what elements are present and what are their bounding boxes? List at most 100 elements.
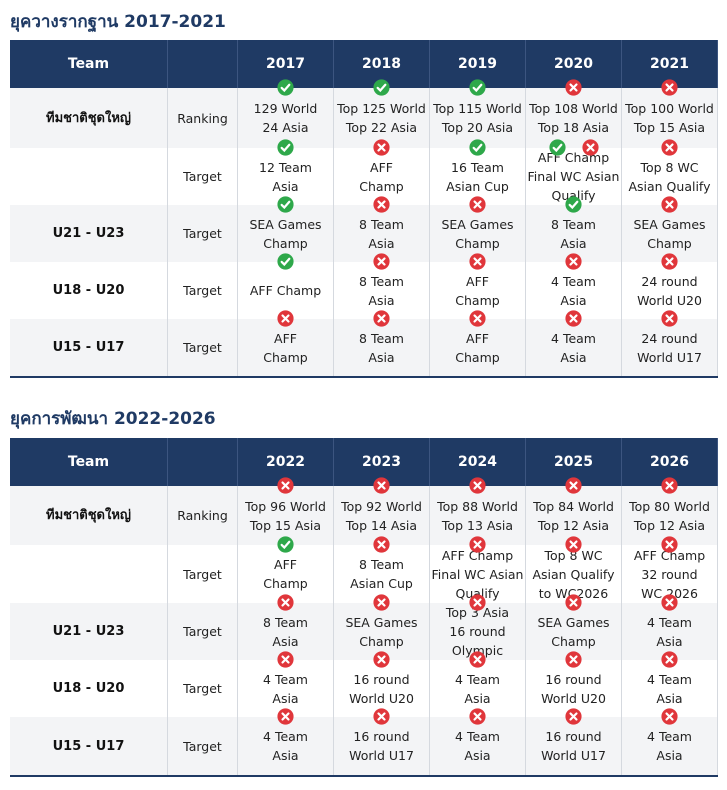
cell-line: Top 3 Asia: [445, 605, 510, 620]
cell-line: Asia: [464, 690, 491, 706]
cell-line: SEA Games: [345, 614, 418, 630]
cell-line: Asia: [368, 349, 395, 365]
status-icons: [334, 196, 429, 213]
cell-line: World U17: [637, 349, 702, 365]
data-cell: Top 3 Asia 16 round Olympic: [430, 594, 526, 660]
cell-line: 24 Asia: [262, 120, 309, 135]
status-icons: [334, 139, 429, 156]
data-cell: 4 Team Asia: [238, 651, 334, 717]
status-icons: [238, 708, 333, 725]
data-cell: Top 125 World Top 22 Asia: [334, 79, 430, 148]
cell-line: Top 88 World: [437, 498, 518, 514]
type-cell: Target: [168, 660, 238, 717]
type-cell: Target: [168, 545, 238, 603]
header-year: 2019: [430, 40, 526, 88]
team-cell: U18 - U20: [10, 660, 168, 717]
cell-line: World U20: [541, 690, 606, 706]
type-cell: Target: [168, 148, 238, 205]
type-cell: Target: [168, 603, 238, 660]
data-cell: SEA Games Champ: [334, 594, 430, 660]
cell-line: Top 84 World: [533, 498, 614, 514]
cell-line: 32 round: [641, 566, 698, 582]
cell-line: SEA Games: [441, 216, 514, 232]
cell-line: to WC2026: [538, 585, 609, 601]
cell-line: Top 15 Asia: [249, 517, 322, 533]
status-icons: [430, 536, 525, 553]
cell-line: 129 World: [253, 101, 318, 116]
cell-line: Asia: [656, 633, 683, 649]
data-cell: Top 92 World Top 14 Asia: [334, 477, 430, 545]
status-icons: [238, 79, 333, 96]
header-cell: Team: [10, 40, 168, 88]
team-cell: [10, 545, 168, 603]
cell-line: SEA Games: [633, 216, 706, 232]
data-cell: AFF Champ: [430, 253, 526, 319]
cell-line: Champ: [359, 633, 404, 649]
data-cell: 4 Team Asia: [526, 310, 622, 376]
data-cell: AFF Champ: [238, 536, 334, 603]
cell-line: Champ: [263, 576, 308, 591]
cell-line: Qualify: [455, 585, 500, 601]
team-cell: U15 - U17: [10, 717, 168, 775]
cell-line: Olympic: [451, 643, 504, 658]
cell-line: Asia: [368, 292, 395, 308]
cell-line: 8 Team: [359, 330, 404, 346]
type-cell: Ranking: [168, 486, 238, 545]
status-icons: [526, 708, 621, 725]
status-icons: [526, 310, 621, 327]
data-cell: Top 8 WC Asian Qualify: [622, 139, 718, 205]
cell-line: Top 12 Asia: [633, 517, 706, 533]
cell-line: AFF: [466, 330, 489, 346]
status-icons: [622, 536, 717, 553]
status-icons: [238, 477, 333, 494]
cell-line: 4 Team: [647, 671, 692, 687]
data-cell: AFF Champ 32 round WC 2026: [622, 536, 718, 603]
status-icons: [430, 594, 525, 611]
cell-line: World U20: [349, 690, 414, 706]
data-cell: Top 115 World Top 20 Asia: [430, 79, 526, 148]
cell-line: 4 Team: [647, 614, 692, 630]
cell-line: SEA Games: [249, 216, 322, 232]
cell-line: 8 Team: [359, 216, 404, 232]
status-icons: [622, 79, 717, 96]
data-cell: SEA Games Champ: [622, 196, 718, 262]
status-icons: [622, 139, 717, 156]
data-cell: Top 100 World Top 15 Asia: [622, 79, 718, 148]
status-icons: [238, 536, 333, 553]
status-icons: [622, 477, 717, 494]
data-cell: 4 Team Asia: [430, 651, 526, 717]
data-cell: 8 Team Asian Cup: [334, 536, 430, 603]
cell-line: 24 round: [641, 330, 698, 346]
data-cell: Top 96 World Top 15 Asia: [238, 477, 334, 545]
status-icons: [334, 477, 429, 494]
cell-line: AFF Champ: [633, 547, 706, 563]
data-cell: SEA Games Champ: [526, 594, 622, 660]
status-icons: [526, 79, 621, 96]
type-cell: Target: [168, 205, 238, 262]
cell-line: World U20: [637, 292, 702, 308]
cell-line: Asia: [272, 748, 299, 763]
status-icons: [238, 594, 333, 611]
data-cell: 16 Team Asian Cup: [430, 139, 526, 205]
cell-line: Top 20 Asia: [441, 120, 514, 135]
cell-line: 16 round: [545, 729, 602, 744]
cell-line: 16 round: [353, 671, 410, 687]
cell-line: Asian Qualify: [628, 178, 711, 194]
team-cell: ทีมชาติชุดใหญ่: [10, 486, 168, 545]
header-cell: [168, 40, 238, 88]
cell-line: 8 Team: [359, 273, 404, 289]
cell-line: 24 round: [641, 273, 698, 289]
team-cell: [10, 148, 168, 205]
status-icons: [622, 708, 717, 725]
data-cell: SEA Games Champ: [430, 196, 526, 262]
data-cell: 16 round World U20: [526, 651, 622, 717]
status-icons: [334, 708, 429, 725]
data-cell: Top 8 WC Asian Qualify to WC2026: [526, 536, 622, 603]
cell-line: Qualify: [551, 188, 596, 203]
status-icons: [238, 253, 333, 270]
cell-line: Top 8 WC: [544, 547, 603, 563]
status-icons: [622, 594, 717, 611]
data-cell: 4 Team Asia: [526, 253, 622, 319]
data-cell: 8 Team Asia: [334, 253, 430, 319]
